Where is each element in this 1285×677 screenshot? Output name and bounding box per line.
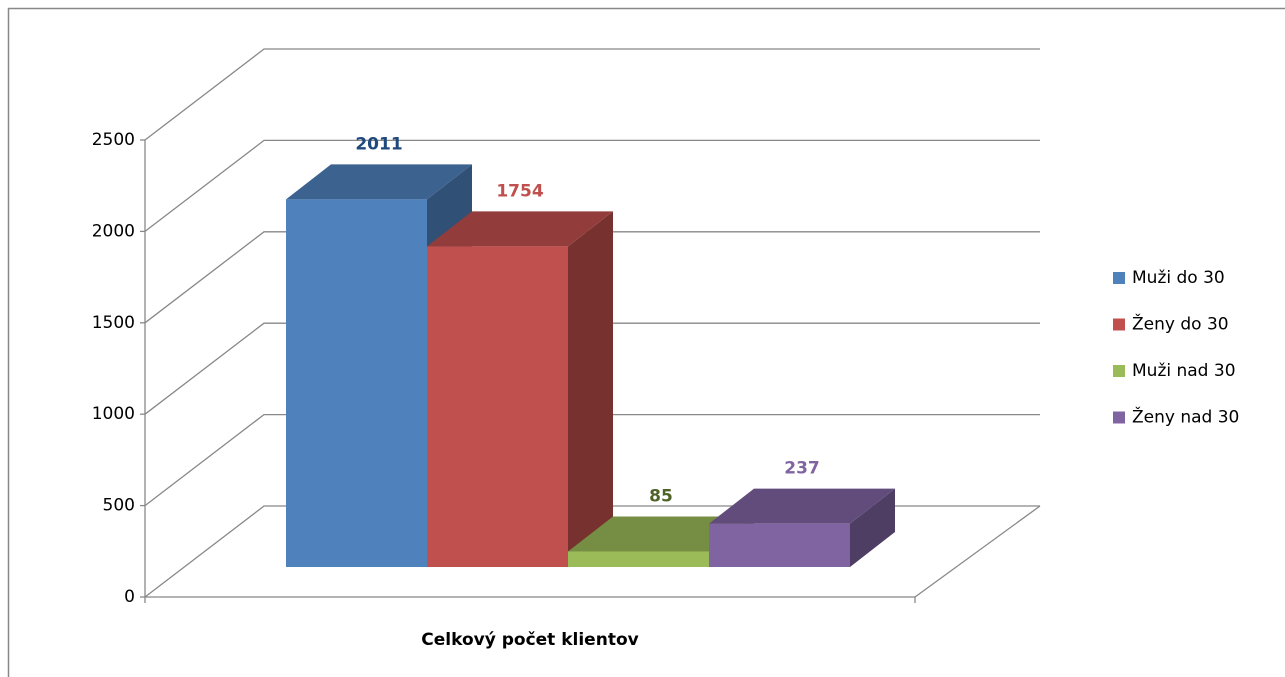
y-tick-label: 1000 — [92, 404, 135, 424]
bar-front — [568, 551, 709, 567]
bar-side — [568, 211, 613, 567]
data-label: 1754 — [496, 181, 543, 201]
bar-top — [286, 164, 472, 200]
data-label: 237 — [784, 459, 820, 479]
data-label: 2011 — [355, 134, 402, 154]
legend-label: Muži nad 30 — [1132, 361, 1236, 381]
grid-line — [144, 322, 1040, 415]
y-tick-label: 2000 — [92, 221, 135, 241]
legend-swatch — [1113, 411, 1125, 424]
grid-line — [144, 231, 1040, 324]
grid-line — [144, 139, 1040, 232]
bar-top — [427, 211, 613, 247]
chart-border — [7, 7, 1285, 677]
legend-label: Ženy do 30 — [1132, 313, 1229, 335]
y-tick-label: 1500 — [92, 313, 135, 333]
legend-label: Muži do 30 — [1132, 268, 1225, 288]
grid-line — [144, 48, 1040, 141]
legend-label: Ženy nad 30 — [1132, 406, 1239, 428]
y-tick-label: 2500 — [92, 130, 135, 150]
y-tick-label: 0 — [124, 587, 135, 607]
x-tick-label: Celkový počet klientov — [421, 630, 638, 650]
legend-swatch — [1113, 272, 1125, 284]
bar-top — [709, 488, 895, 524]
bar-front — [286, 199, 427, 567]
bar-top — [568, 516, 754, 552]
bar-front — [427, 246, 568, 567]
grid-line — [144, 413, 1040, 507]
y-tick-label: 500 — [103, 496, 135, 516]
bar-front — [709, 523, 850, 567]
legend-swatch — [1113, 365, 1125, 377]
bar-side — [850, 488, 895, 567]
bar — [709, 488, 895, 567]
data-label: 85 — [649, 486, 673, 506]
bar — [427, 211, 613, 567]
legend-swatch — [1113, 318, 1125, 331]
